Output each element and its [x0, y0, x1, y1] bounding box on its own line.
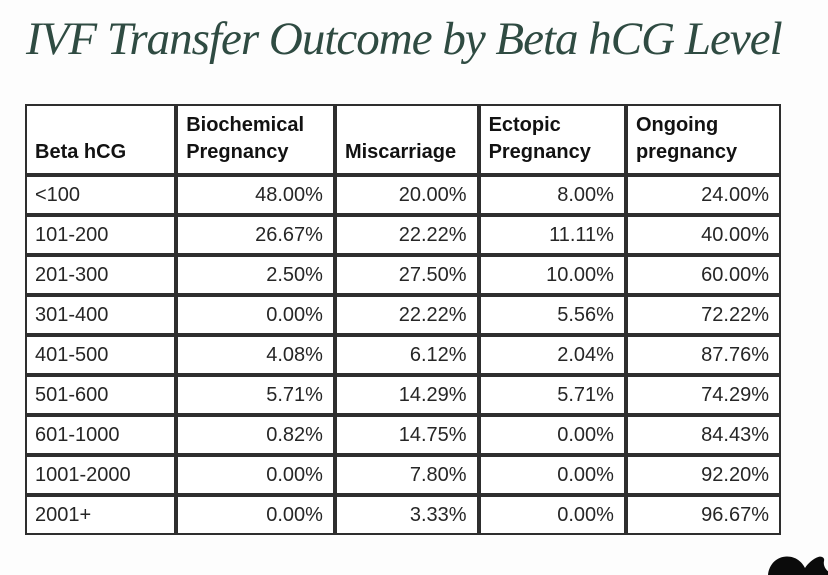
table-row: 301-400 0.00% 22.22% 5.56% 72.22%: [25, 295, 781, 335]
cell-ectopic: 5.56%: [478, 295, 626, 335]
table-row: 101-200 26.67% 22.22% 11.11% 40.00%: [25, 215, 781, 255]
beta-hcg-outcome-table: Beta hCG Biochemical Pregnancy Miscarria…: [25, 104, 781, 535]
cell-biochemical: 0.00%: [176, 295, 335, 335]
cell-biochemical: 0.00%: [176, 495, 335, 535]
cell-miscarriage: 14.75%: [334, 415, 479, 455]
table-row: 1001-2000 0.00% 7.80% 0.00% 92.20%: [25, 455, 781, 495]
cell-biochemical: 4.08%: [176, 335, 335, 375]
row-label: <100: [25, 175, 177, 215]
row-label: 2001+: [25, 495, 177, 535]
cell-miscarriage: 6.12%: [334, 335, 479, 375]
table-row: 501-600 5.71% 14.29% 5.71% 74.29%: [25, 375, 781, 415]
watermark-logo-icon: [766, 555, 828, 575]
row-label: 301-400: [25, 295, 177, 335]
row-label: 501-600: [25, 375, 177, 415]
cell-ongoing: 72.22%: [625, 295, 781, 335]
cell-miscarriage: 20.00%: [334, 175, 479, 215]
cell-miscarriage: 14.29%: [334, 375, 479, 415]
cell-ectopic: 0.00%: [478, 455, 626, 495]
cell-ongoing: 92.20%: [625, 455, 781, 495]
column-header-beta-hcg: Beta hCG: [25, 104, 177, 175]
table-row: 2001+ 0.00% 3.33% 0.00% 96.67%: [25, 495, 781, 535]
cell-ectopic: 0.00%: [478, 415, 626, 455]
column-header-biochemical-pregnancy: Biochemical Pregnancy: [176, 104, 335, 175]
cell-miscarriage: 27.50%: [334, 255, 479, 295]
row-label: 201-300: [25, 255, 177, 295]
table-row: 401-500 4.08% 6.12% 2.04% 87.76%: [25, 335, 781, 375]
cell-biochemical: 26.67%: [176, 215, 335, 255]
cell-ongoing: 24.00%: [625, 175, 781, 215]
row-label: 401-500: [25, 335, 177, 375]
table-row: 201-300 2.50% 27.50% 10.00% 60.00%: [25, 255, 781, 295]
cell-ongoing: 84.43%: [625, 415, 781, 455]
cell-biochemical: 0.82%: [176, 415, 335, 455]
cell-biochemical: 48.00%: [176, 175, 335, 215]
column-header-ongoing-pregnancy: Ongoing pregnancy: [625, 104, 781, 175]
cell-biochemical: 0.00%: [176, 455, 335, 495]
column-header-miscarriage: Miscarriage: [334, 104, 479, 175]
cell-miscarriage: 22.22%: [334, 215, 479, 255]
row-label: 1001-2000: [25, 455, 177, 495]
cell-miscarriage: 3.33%: [334, 495, 479, 535]
page-title: IVF Transfer Outcome by Beta hCG Level: [26, 13, 783, 65]
table-row: <100 48.00% 20.00% 8.00% 24.00%: [25, 175, 781, 215]
cell-ongoing: 87.76%: [625, 335, 781, 375]
cell-ongoing: 74.29%: [625, 375, 781, 415]
cell-ectopic: 11.11%: [478, 215, 626, 255]
cell-ectopic: 2.04%: [478, 335, 626, 375]
cell-biochemical: 2.50%: [176, 255, 335, 295]
cell-ongoing: 40.00%: [625, 215, 781, 255]
row-label: 101-200: [25, 215, 177, 255]
cell-ectopic: 8.00%: [478, 175, 626, 215]
cell-ectopic: 10.00%: [478, 255, 626, 295]
column-header-ectopic-pregnancy: Ectopic Pregnancy: [478, 104, 626, 175]
cell-ongoing: 60.00%: [625, 255, 781, 295]
cell-miscarriage: 22.22%: [334, 295, 479, 335]
cell-ectopic: 5.71%: [478, 375, 626, 415]
cell-biochemical: 5.71%: [176, 375, 335, 415]
table-header-row: Beta hCG Biochemical Pregnancy Miscarria…: [25, 104, 781, 175]
cell-ectopic: 0.00%: [478, 495, 626, 535]
row-label: 601-1000: [25, 415, 177, 455]
table-row: 601-1000 0.82% 14.75% 0.00% 84.43%: [25, 415, 781, 455]
cell-ongoing: 96.67%: [625, 495, 781, 535]
cell-miscarriage: 7.80%: [334, 455, 479, 495]
